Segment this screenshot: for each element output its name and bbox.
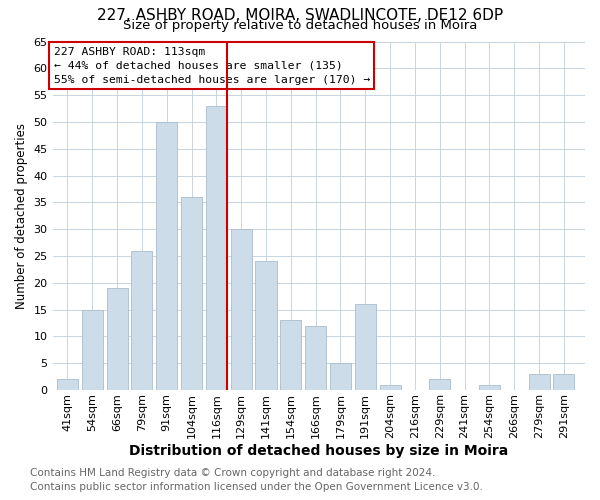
Bar: [230, 229, 252, 390]
Bar: [330, 363, 351, 390]
Bar: [131, 250, 152, 390]
Text: Contains HM Land Registry data © Crown copyright and database right 2024.
Contai: Contains HM Land Registry data © Crown c…: [30, 468, 483, 492]
Bar: [479, 384, 500, 390]
Text: 227, ASHBY ROAD, MOIRA, SWADLINCOTE, DE12 6DP: 227, ASHBY ROAD, MOIRA, SWADLINCOTE, DE1…: [97, 8, 503, 22]
Bar: [305, 326, 326, 390]
Bar: [156, 122, 177, 390]
Bar: [429, 380, 451, 390]
Bar: [355, 304, 376, 390]
Bar: [82, 310, 103, 390]
Text: Size of property relative to detached houses in Moira: Size of property relative to detached ho…: [123, 18, 477, 32]
Bar: [380, 384, 401, 390]
Bar: [107, 288, 128, 390]
Bar: [280, 320, 301, 390]
Bar: [553, 374, 574, 390]
Y-axis label: Number of detached properties: Number of detached properties: [15, 123, 28, 309]
Bar: [529, 374, 550, 390]
X-axis label: Distribution of detached houses by size in Moira: Distribution of detached houses by size …: [129, 444, 508, 458]
Bar: [206, 106, 227, 390]
Bar: [256, 262, 277, 390]
Bar: [181, 197, 202, 390]
Bar: [57, 380, 78, 390]
Text: 227 ASHBY ROAD: 113sqm
← 44% of detached houses are smaller (135)
55% of semi-de: 227 ASHBY ROAD: 113sqm ← 44% of detached…: [53, 46, 370, 84]
